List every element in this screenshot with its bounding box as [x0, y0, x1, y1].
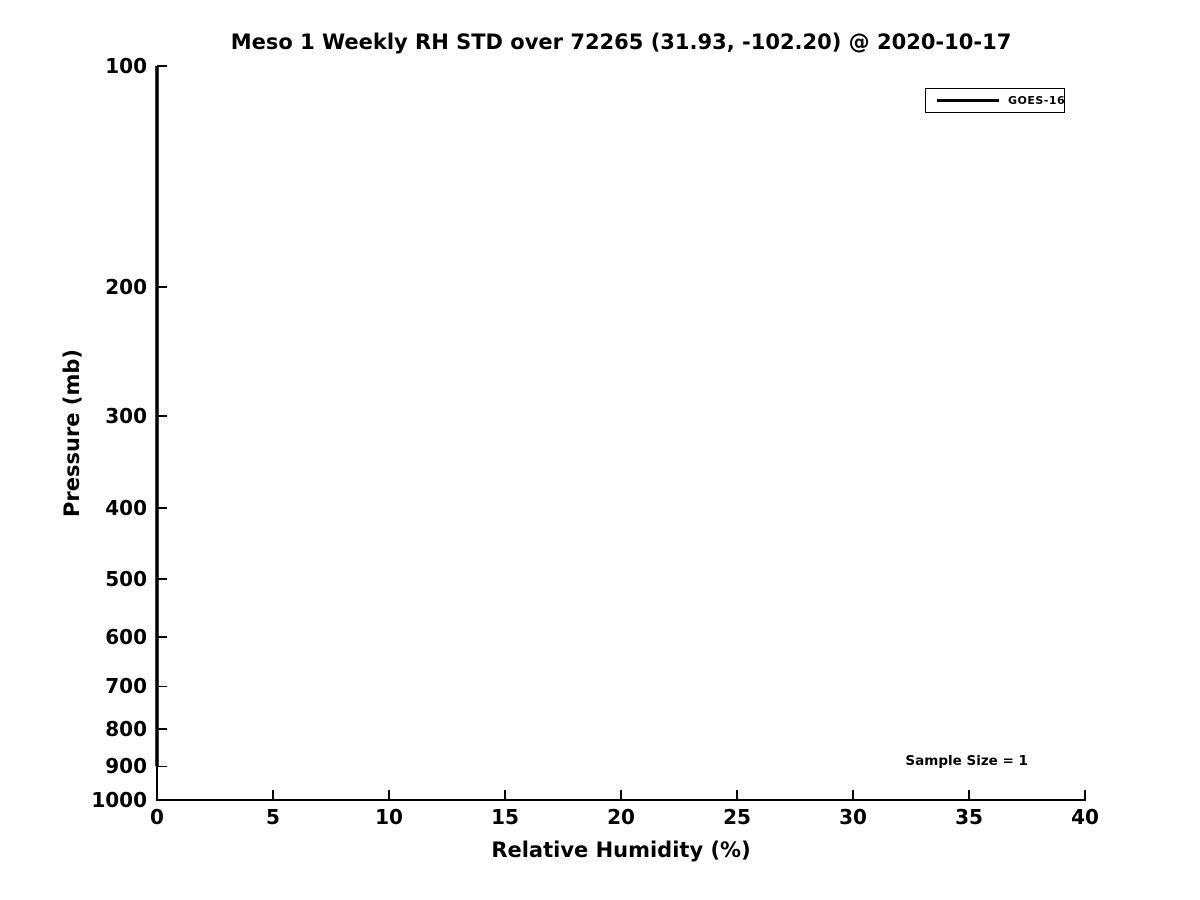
plot-area: 100 200 300 400 500 600 700 800 900 1000 0 5 10 15 20…	[91, 56, 1099, 827]
x-tick-label: 10	[375, 805, 403, 829]
y-tick-label: 100	[105, 54, 147, 78]
x-tick-mark	[156, 790, 158, 800]
x-axis-label: Relative Humidity (%)	[491, 838, 751, 862]
y-tick-label: 1000	[91, 788, 147, 812]
legend-box: GOES-16	[925, 88, 1065, 113]
x-tick-mark	[1084, 790, 1086, 800]
y-tick-mark	[157, 685, 167, 688]
y-tick-label: 400	[105, 495, 147, 520]
y-tick-mark	[157, 507, 167, 509]
y-axis-label: Pressure (mb)	[60, 349, 84, 517]
x-tick-label: 5	[266, 805, 280, 829]
x-tick-label: 20	[607, 805, 635, 829]
y-tick-mark	[157, 65, 167, 67]
chart-title: Meso 1 Weekly RH STD over 72265 (31.93, …	[230, 30, 1012, 54]
y-tick-label: 200	[105, 275, 147, 299]
y-tick-label: 700	[105, 674, 147, 699]
x-tick-mark	[504, 790, 506, 800]
y-tick-mark	[157, 728, 167, 730]
y-tick-label: 300	[105, 404, 147, 429]
x-tick-label: 35	[955, 805, 983, 829]
x-tick-mark	[388, 790, 390, 800]
x-tick-mark	[620, 790, 622, 800]
x-tick-mark	[272, 790, 274, 800]
x-tick-mark	[852, 790, 854, 800]
y-tick-mark	[157, 286, 167, 288]
x-tick-label: 25	[723, 805, 751, 829]
y-tick-label: 800	[105, 716, 147, 741]
sample-size-annotation: Sample Size = 1	[905, 753, 1028, 770]
x-tick-mark	[968, 790, 970, 800]
y-tick-mark	[157, 578, 167, 580]
series-plot	[155, 66, 159, 767]
legend-entry-label: GOES-16	[1008, 94, 1066, 107]
x-tick-label: 30	[839, 805, 867, 829]
legend-line-sample	[937, 98, 999, 103]
y-tick-mark	[157, 765, 167, 768]
y-tick-label: 900	[105, 754, 147, 779]
y-tick-mark	[157, 799, 167, 801]
y-tick-mark	[157, 415, 167, 417]
x-tick-mark	[736, 790, 738, 800]
x-tick-label: 40	[1071, 805, 1099, 829]
y-tick-label: 600	[105, 625, 147, 650]
x-tick-label: 15	[491, 805, 519, 829]
x-tick-label: 0	[150, 805, 164, 829]
y-tick-mark	[157, 636, 167, 638]
y-tick-label: 500	[105, 567, 147, 591]
